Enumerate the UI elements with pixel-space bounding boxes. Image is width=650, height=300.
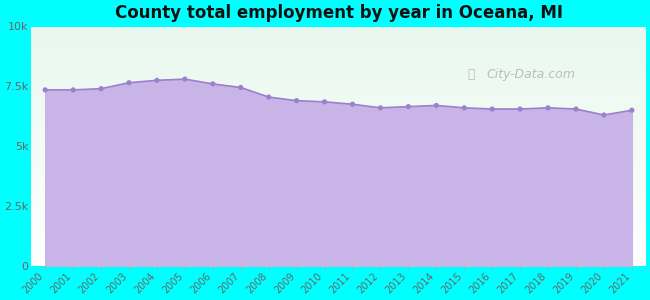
Text: ⓘ: ⓘ: [467, 68, 475, 81]
Point: [347, 102, 358, 106]
Point: [515, 106, 525, 111]
Point: [487, 106, 497, 111]
Point: [571, 106, 581, 111]
Point: [543, 105, 553, 110]
Point: [403, 104, 413, 109]
Point: [124, 80, 134, 85]
Point: [179, 77, 190, 82]
Point: [263, 95, 274, 100]
Point: [207, 82, 218, 86]
Text: City-Data.com: City-Data.com: [486, 68, 575, 81]
Point: [375, 105, 385, 110]
Point: [291, 98, 302, 103]
Point: [459, 105, 469, 110]
Point: [627, 108, 637, 112]
Point: [68, 88, 78, 92]
Point: [151, 78, 162, 83]
Point: [96, 86, 106, 91]
Point: [599, 112, 609, 117]
Point: [431, 103, 441, 108]
Point: [319, 99, 330, 104]
Title: County total employment by year in Oceana, MI: County total employment by year in Ocean…: [114, 4, 562, 22]
Point: [40, 88, 50, 92]
Point: [235, 85, 246, 90]
